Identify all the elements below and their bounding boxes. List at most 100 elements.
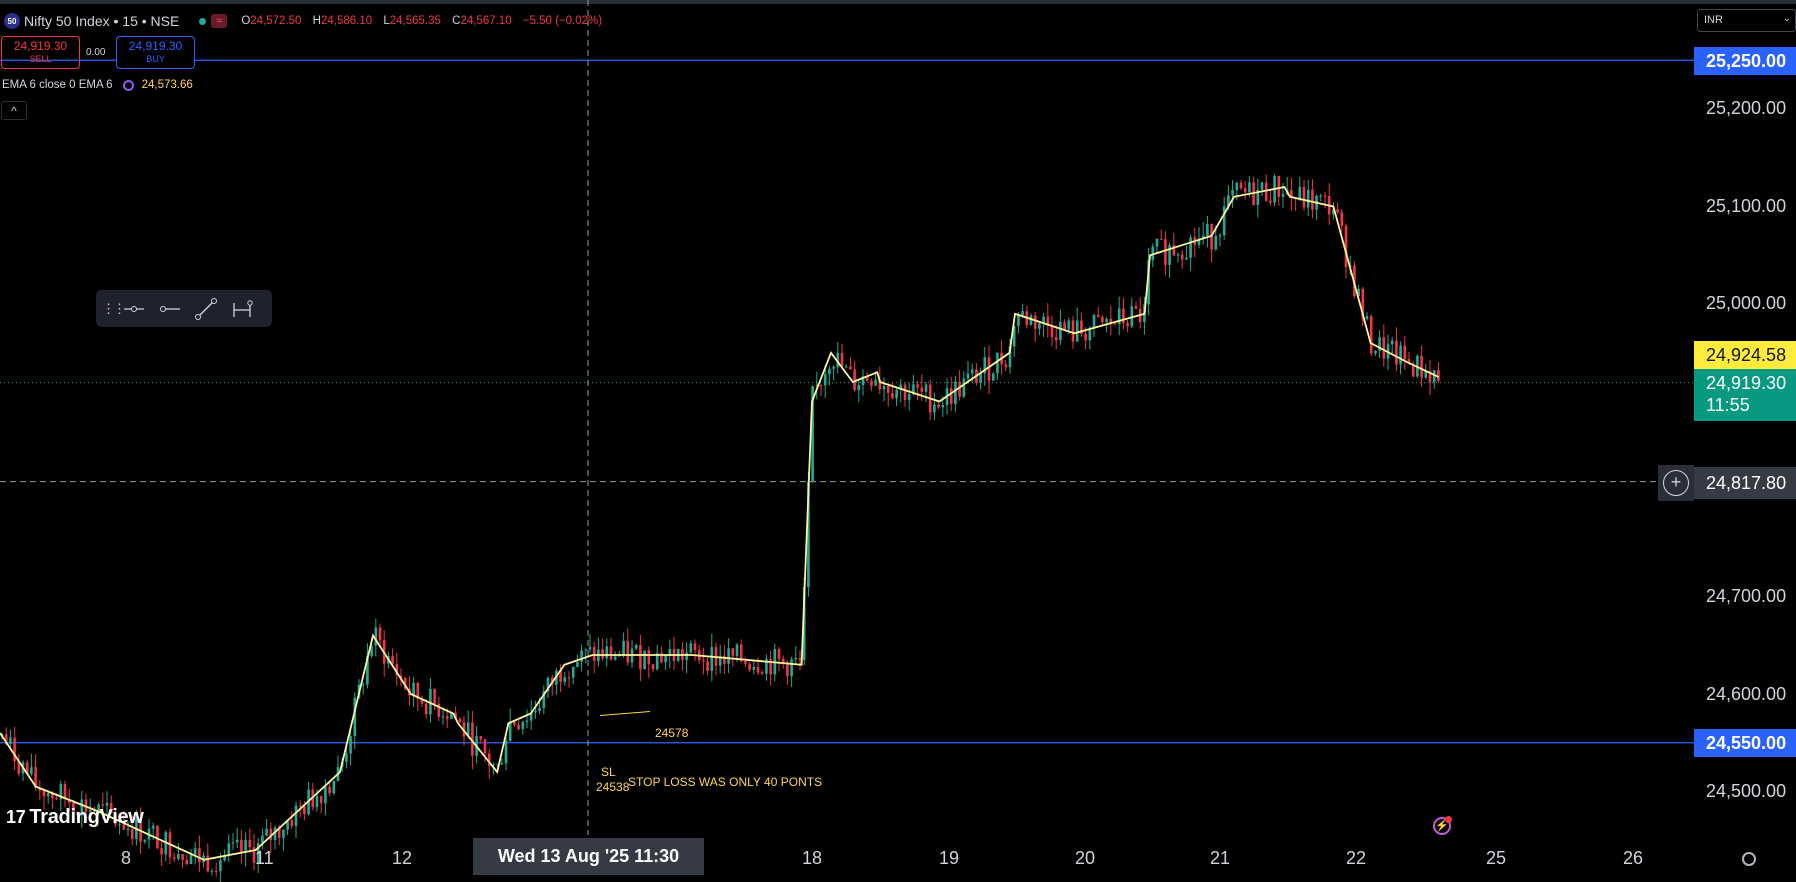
candle-body	[1407, 359, 1411, 364]
candle-body	[954, 381, 957, 405]
candle-body	[790, 659, 793, 677]
candle-body	[571, 666, 575, 678]
sl-value-annotation[interactable]: 24538	[596, 780, 630, 794]
candle-body	[529, 712, 533, 721]
price-tick: 25,000.00	[1706, 293, 1787, 313]
candle-body	[101, 804, 105, 806]
add-alert-plus-icon[interactable]: +	[1663, 470, 1689, 496]
candle-body	[891, 392, 894, 399]
candle-body	[643, 650, 646, 670]
candle-body	[874, 379, 877, 386]
candle-body	[332, 780, 336, 794]
candle-body	[1382, 337, 1386, 359]
sl-annotation[interactable]: SL	[601, 765, 616, 779]
candle-body	[1134, 306, 1138, 309]
drag-handle-icon[interactable]: ⋮⋮	[102, 300, 126, 316]
candle-body	[706, 661, 709, 671]
candle-body	[366, 656, 369, 685]
candle-body	[450, 712, 453, 720]
horizontal-ray-tool-icon[interactable]	[116, 294, 152, 324]
currency-select[interactable]: INR ⌄	[1697, 9, 1796, 32]
ohlc-open: 24,572.50	[250, 15, 302, 27]
ray-tool-icon[interactable]	[152, 294, 188, 324]
candle-body	[1126, 323, 1129, 327]
lower-line-price-tag[interactable]: 24,550.00	[1694, 729, 1796, 757]
candle-body	[235, 839, 239, 843]
candle-body	[1159, 238, 1163, 240]
candle-body	[126, 829, 130, 831]
candle-body	[739, 644, 743, 662]
candle-body	[1185, 257, 1188, 260]
measure-tool-icon[interactable]	[224, 294, 260, 324]
ohlc-low: 24,565.35	[389, 15, 441, 27]
candle-body	[1277, 175, 1281, 197]
brand-name: TradingView	[29, 806, 144, 828]
candle-body	[1092, 314, 1096, 329]
wave-icon[interactable]: ≈	[211, 14, 228, 28]
candle-body	[1340, 212, 1344, 226]
candle-body	[1281, 193, 1285, 197]
candle-body	[1151, 246, 1155, 261]
candle-body	[525, 720, 529, 723]
time-tick: 22	[1346, 848, 1367, 868]
candle-body	[1033, 315, 1037, 329]
candle-body	[723, 655, 726, 664]
tradingview-logo[interactable]: 17 TradingView	[6, 806, 144, 829]
candle-body	[966, 373, 970, 379]
candle-body	[67, 799, 71, 803]
candle-body	[1311, 189, 1314, 210]
ema-legend[interactable]: EMA 6 close 0 EMA 6 24,573.66	[2, 79, 193, 91]
candle-body	[1084, 333, 1087, 341]
symbol-title[interactable]: Nifty 50 Index • 15 • NSE	[24, 13, 180, 29]
candle-body	[870, 380, 873, 386]
candle-body	[828, 368, 831, 375]
candle-body	[592, 647, 596, 661]
candle-body	[844, 366, 848, 368]
candle-body	[1054, 337, 1058, 341]
chart-settings-gear-icon[interactable]	[1742, 852, 1756, 866]
candle-body	[273, 827, 277, 840]
candle-body	[1378, 337, 1381, 351]
candle-body	[651, 664, 655, 670]
candle-body	[1168, 245, 1171, 265]
candle-body	[286, 820, 289, 830]
candle-body	[1059, 322, 1062, 341]
candle-body	[395, 664, 399, 676]
candle-body	[517, 724, 520, 730]
sell-button[interactable]: 24,919.30 SELL	[1, 36, 80, 69]
candle-body	[441, 716, 445, 718]
trend-line-tool-icon[interactable]	[188, 294, 224, 324]
upper-line-price-tag[interactable]: 25,250.00	[1694, 47, 1796, 75]
candle-body	[807, 481, 810, 588]
price-tick: 25,200.00	[1706, 98, 1787, 118]
candle-body	[647, 650, 651, 665]
candle-body	[97, 804, 100, 812]
candle-body	[882, 386, 886, 390]
candle-body	[1130, 306, 1134, 327]
market-open-dot-icon	[199, 17, 207, 25]
candle-body	[1319, 195, 1323, 197]
buy-button[interactable]: 24,919.30 BUY	[116, 36, 195, 69]
candle-body	[46, 793, 50, 797]
lightning-alert-icon[interactable]: ⚡	[1433, 816, 1452, 835]
candle-body	[1201, 235, 1205, 239]
candle-body	[1344, 225, 1348, 268]
candle-body	[924, 384, 928, 392]
collapse-legend-button[interactable]: ^	[1, 101, 27, 120]
drawing-toolbar: ⋮⋮	[96, 290, 272, 327]
candle-body	[941, 405, 945, 408]
stop-loss-note[interactable]: STOP LOSS WAS ONLY 40 PONTS	[628, 775, 823, 789]
candle-body	[483, 739, 487, 754]
candle-body	[109, 802, 113, 814]
candle-body	[349, 736, 352, 754]
candle-body	[72, 802, 75, 813]
candle-body	[1336, 209, 1339, 213]
candle-body	[248, 839, 252, 848]
ohlc-open-key: O	[241, 15, 251, 27]
entry-annotation[interactable]: 24578	[655, 726, 689, 740]
candle-body	[748, 663, 751, 670]
candle-body	[1105, 318, 1108, 323]
candle-body	[1008, 346, 1012, 368]
candle-body	[903, 384, 907, 400]
